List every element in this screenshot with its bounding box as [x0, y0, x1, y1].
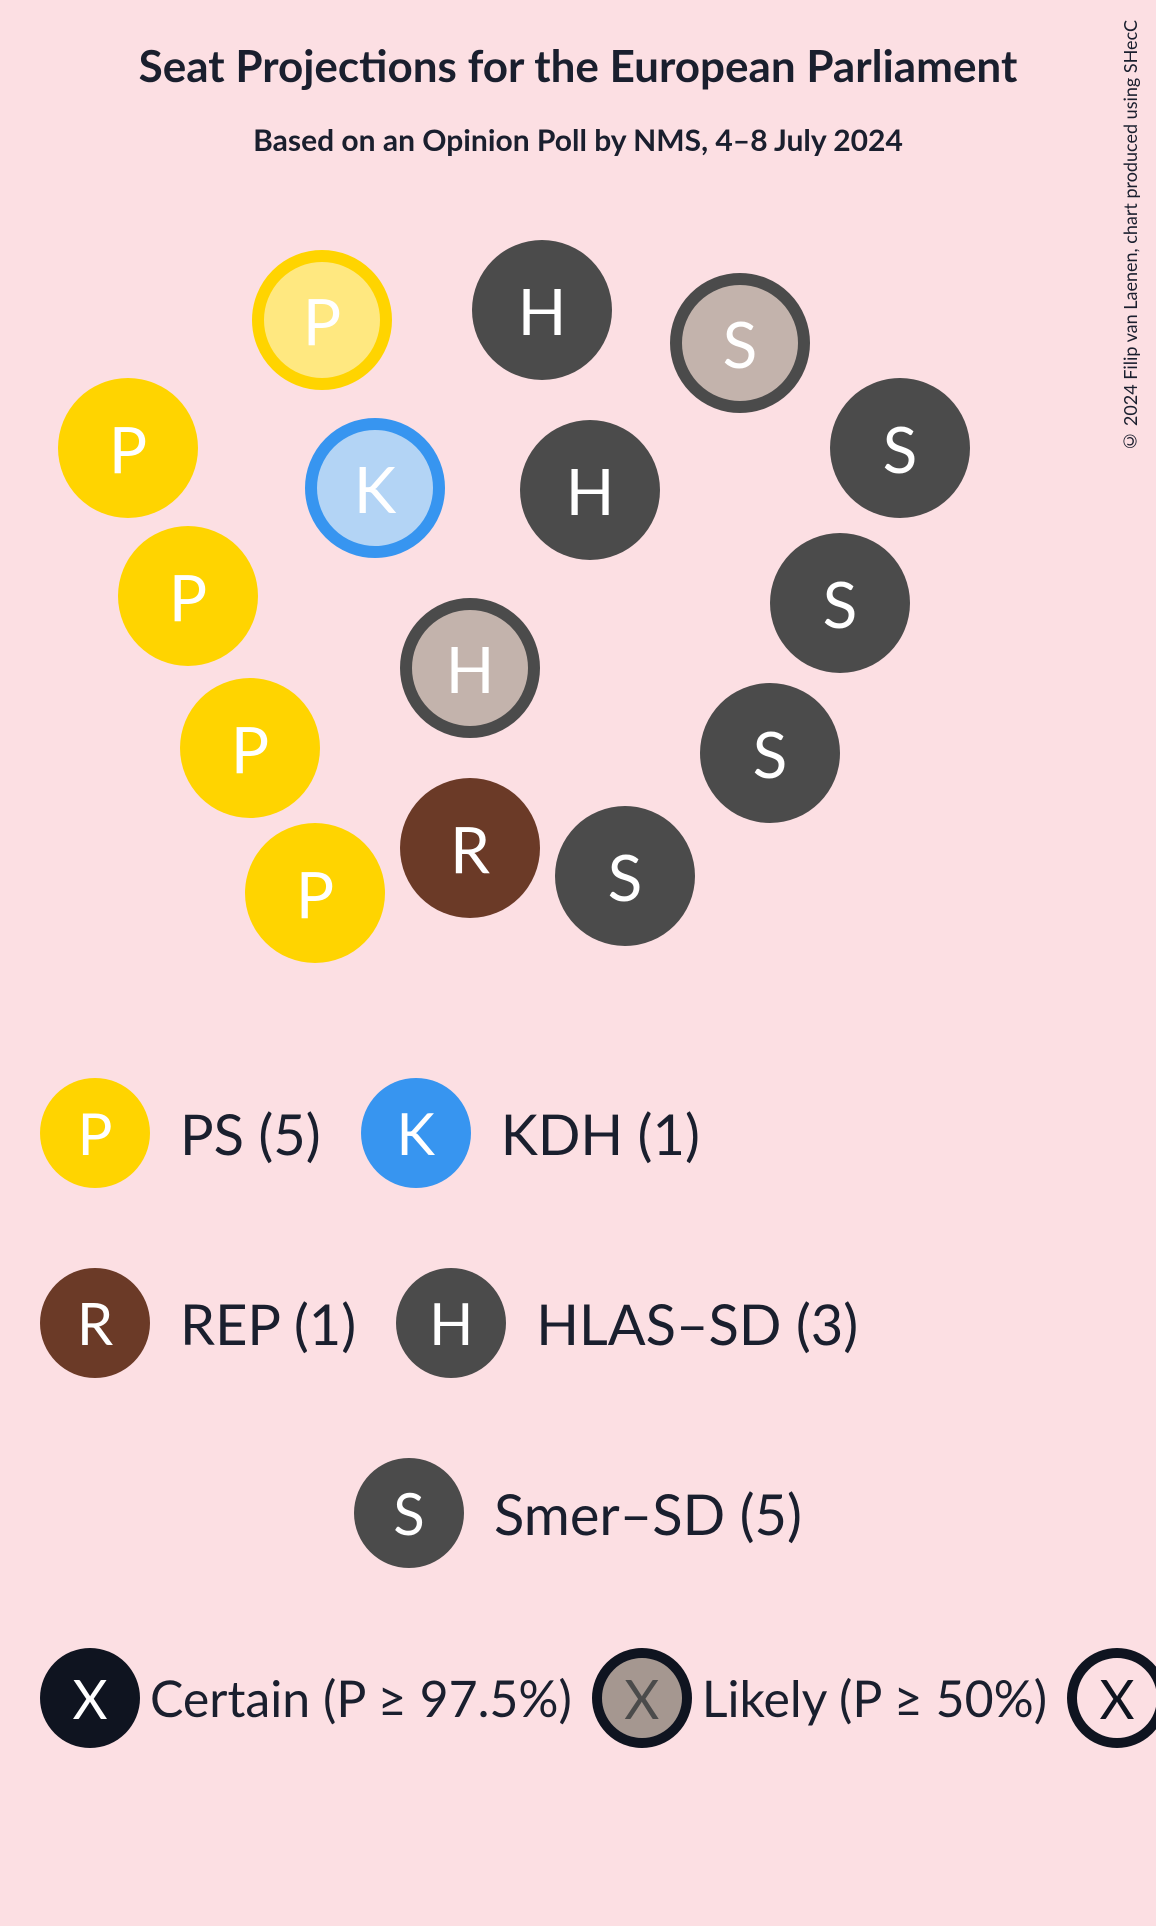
seat-P: P: [252, 250, 392, 390]
legend-row: R REP (1) H HLAS–SD (3): [40, 1268, 1116, 1378]
legend-dot: R: [40, 1268, 150, 1378]
prob-label: Certain (P ≥ 97.5%): [150, 1668, 572, 1728]
seat-S: S: [700, 683, 840, 823]
legend-item-H: H HLAS–SD (3): [396, 1268, 858, 1378]
seat-P: P: [245, 823, 385, 963]
chart-title: Seat Projections for the European Parlia…: [0, 0, 1156, 92]
seat-S: S: [555, 806, 695, 946]
seat-R: R: [400, 778, 540, 918]
prob-dot: X: [40, 1648, 140, 1748]
party-legend: P PS (5) K KDH (1) R REP (1) H HLAS–SD (3) S Smer…: [0, 1018, 1156, 1568]
seat-K: K: [305, 418, 445, 558]
legend-label: PS (5): [180, 1100, 321, 1167]
legend-row: P PS (5) K KDH (1): [40, 1078, 1116, 1188]
seat-P: P: [118, 526, 258, 666]
seat-H: H: [472, 240, 612, 380]
chart-subtitle: Based on an Opinion Poll by NMS, 4–8 Jul…: [0, 92, 1156, 158]
legend-row: S Smer–SD (5): [40, 1458, 1116, 1568]
prob-item: XCertain (P ≥ 97.5%): [40, 1648, 572, 1748]
seat-P: P: [58, 378, 198, 518]
hemicycle-chart: PPPPPKHHHRSSSSS: [0, 198, 1156, 1018]
probability-legend: XCertain (P ≥ 97.5%)XLikely (P ≥ 50%)XUn…: [0, 1648, 1156, 1748]
seat-S: S: [770, 533, 910, 673]
legend-label: REP (1): [180, 1290, 356, 1357]
legend-dot: K: [361, 1078, 471, 1188]
seat-P: P: [180, 678, 320, 818]
legend-item-K: K KDH (1): [361, 1078, 700, 1188]
legend-item-S: S Smer–SD (5): [354, 1458, 802, 1568]
legend-dot: H: [396, 1268, 506, 1378]
legend-label: HLAS–SD (3): [536, 1290, 858, 1357]
seat-H: H: [520, 420, 660, 560]
legend-dot: S: [354, 1458, 464, 1568]
legend-item-R: R REP (1): [40, 1268, 356, 1378]
prob-item: XUnlikely: [1067, 1648, 1156, 1748]
prob-item: XLikely (P ≥ 50%): [592, 1648, 1047, 1748]
legend-label: Smer–SD (5): [494, 1480, 802, 1547]
legend-dot: P: [40, 1078, 150, 1188]
prob-dot: X: [592, 1648, 692, 1748]
seat-H: H: [400, 598, 540, 738]
seat-S: S: [670, 273, 810, 413]
prob-dot: X: [1067, 1648, 1156, 1748]
legend-label: KDH (1): [501, 1100, 700, 1167]
seat-S: S: [830, 378, 970, 518]
prob-label: Likely (P ≥ 50%): [702, 1668, 1047, 1728]
legend-item-P: P PS (5): [40, 1078, 321, 1188]
